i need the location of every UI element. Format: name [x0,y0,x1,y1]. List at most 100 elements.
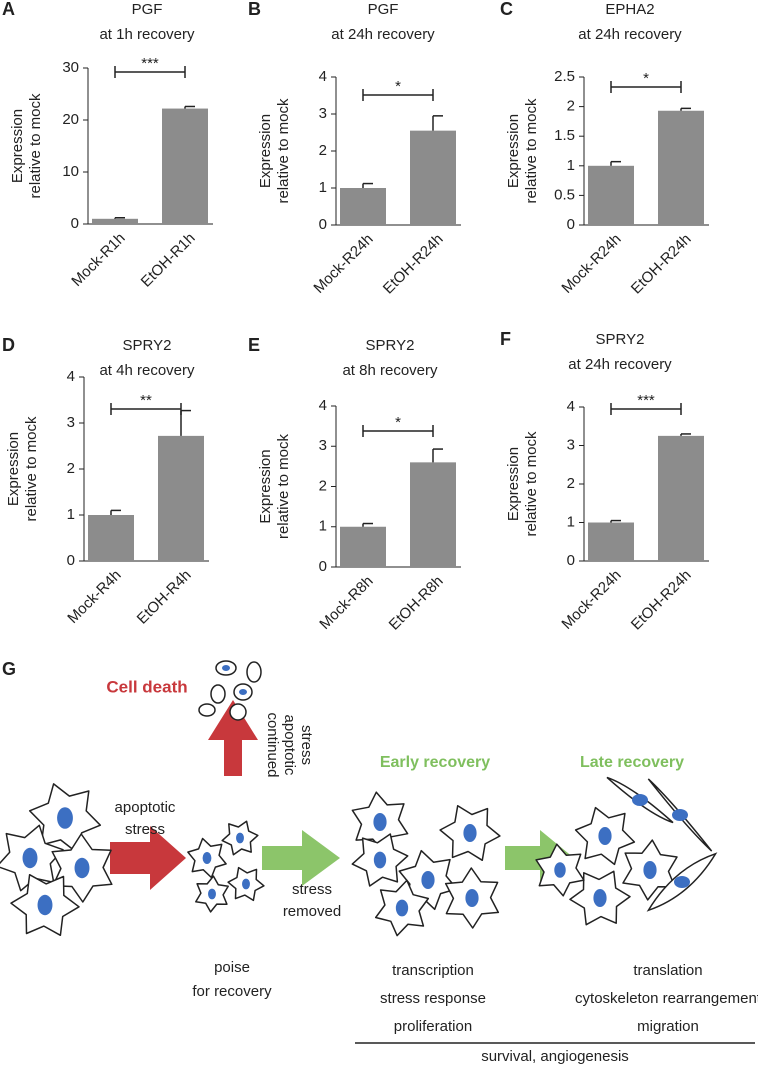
stage-label: for recovery [192,983,272,1000]
cell-death-label: Cell death [106,677,187,696]
diagram [0,660,755,1044]
process-label: transcription [392,962,474,979]
process-label: stress response [380,990,486,1007]
y-tick-label: 3 [319,105,327,122]
y-tick-label: 1 [567,157,575,174]
panel-label: F [500,329,511,349]
significance-bracket [362,89,434,101]
early-recovery-label: Early recovery [380,754,490,771]
y-tick-label: 0.5 [554,186,575,203]
bar [88,515,134,561]
chart-title: PGF [368,1,399,18]
nucleus [643,861,657,879]
bar [588,165,634,225]
y-tick-label: 0 [71,215,79,232]
y-axis-label: relative to mock [275,98,292,204]
x-tick-label: EtOH-R4h [134,567,195,628]
y-tick-label: 1 [67,506,75,523]
bar [92,218,138,224]
y-tick-label: 0 [567,216,575,233]
y-tick-label: 0 [319,216,327,233]
y-tick-label: 4 [567,398,575,415]
nucleus [674,876,690,888]
nucleus [239,689,247,695]
chart-subtitle: at 4h recovery [99,362,195,379]
y-tick-label: 2 [319,142,327,159]
arrow-label: removed [283,903,341,920]
nucleus [37,894,53,916]
panel-label: A [2,0,15,19]
x-tick-label: EtOH-R1h [138,230,199,291]
bar [340,188,386,225]
y-tick-label: 3 [567,436,575,453]
x-tick-label: Mock-R8h [316,573,376,633]
process-label: migration [637,1018,699,1035]
x-tick-label: EtOH-R24h [628,567,695,634]
nucleus [222,665,230,671]
chart-title: SPRY2 [596,331,645,348]
y-axis-label: Expression [505,447,522,521]
y-axis-label: relative to mock [275,433,292,539]
red-arrow [110,826,186,890]
y-tick-label: 4 [319,397,327,414]
red-arrow-up [208,700,258,776]
chart-subtitle: at 24h recovery [568,356,672,373]
nucleus [74,857,90,879]
panel-label: B [248,0,261,19]
x-tick-label: Mock-R4h [64,567,124,627]
green-arrow [262,830,340,886]
nucleus [598,827,612,845]
y-axis-label: Expression [505,114,522,188]
y-tick-label: 2 [567,98,575,115]
y-tick-label: 3 [67,414,75,431]
significance-bracket [610,81,682,93]
nucleus [395,899,409,917]
dead-cell [210,684,226,704]
y-axis-label: Expression [257,449,274,523]
nucleus [242,878,250,890]
y-axis-label: relative to mock [523,98,540,204]
x-tick-label: Mock-R24h [558,567,624,633]
significance-bracket [114,66,186,78]
y-tick-label: 0 [319,558,327,575]
nucleus [202,852,212,864]
nucleus [421,871,435,889]
panel-label: E [248,335,260,355]
y-axis-label: relative to mock [27,93,44,199]
bar [410,130,456,225]
y-tick-label: 4 [67,368,75,385]
chart-subtitle: at 24h recovery [578,26,682,43]
arrow-label: stress [125,821,165,838]
y-tick-label: 1 [567,513,575,530]
significance-bracket [110,403,182,415]
chart-title: PGF [132,1,163,18]
bar [158,435,204,561]
y-tick-label: 4 [319,68,327,85]
y-tick-label: 1 [319,179,327,196]
y-tick-label: 10 [62,163,79,180]
x-tick-label: EtOH-R8h [386,573,447,634]
y-tick-label: 1 [319,518,327,535]
y-tick-label: 0 [67,552,75,569]
late-recovery-label: Late recovery [580,754,684,771]
y-tick-label: 3 [319,437,327,454]
significance-label: * [643,70,649,87]
y-tick-label: 1.5 [554,127,575,144]
arrow-label: continued [264,712,281,777]
chart-subtitle: at 1h recovery [99,26,195,43]
significance-label: * [395,78,401,95]
significance-label: *** [637,392,655,409]
nucleus [672,809,688,821]
process-label: cytoskeleton rearrangement [575,990,758,1007]
chart-subtitle: at 24h recovery [331,26,435,43]
y-tick-label: 2 [67,460,75,477]
chart-subtitle: at 8h recovery [342,362,438,379]
x-tick-label: EtOH-R24h [380,231,447,298]
nucleus [57,807,73,829]
bar [410,462,456,567]
arrow-label: apoptotic [281,715,298,776]
process-label: proliferation [394,1018,472,1035]
y-axis-label: Expression [9,109,26,183]
panel-label: C [500,0,513,19]
